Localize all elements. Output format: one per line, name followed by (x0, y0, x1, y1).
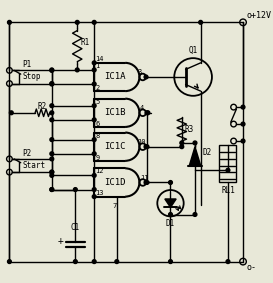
Circle shape (241, 122, 245, 126)
Circle shape (92, 61, 96, 65)
Polygon shape (189, 147, 201, 166)
Circle shape (92, 68, 96, 72)
Circle shape (50, 82, 54, 86)
Circle shape (169, 181, 172, 184)
Circle shape (193, 213, 197, 216)
Circle shape (145, 145, 149, 149)
Circle shape (144, 181, 148, 184)
Text: IC1D: IC1D (104, 178, 126, 187)
Circle shape (50, 157, 54, 161)
Circle shape (50, 68, 54, 72)
Text: 5: 5 (95, 99, 99, 105)
Circle shape (226, 168, 230, 172)
Text: +: + (57, 236, 63, 246)
Text: P2: P2 (23, 149, 32, 158)
Circle shape (75, 68, 79, 72)
Circle shape (144, 75, 148, 79)
Circle shape (92, 173, 96, 177)
Circle shape (50, 152, 54, 156)
Text: Start: Start (23, 161, 46, 170)
Circle shape (50, 111, 54, 115)
Text: 8: 8 (95, 133, 99, 139)
Circle shape (50, 173, 54, 177)
Circle shape (50, 170, 54, 174)
Text: 9: 9 (95, 155, 99, 161)
Text: 2: 2 (95, 85, 99, 91)
Circle shape (92, 195, 96, 198)
Text: 7: 7 (113, 203, 117, 209)
Text: R3: R3 (185, 125, 194, 134)
Circle shape (92, 260, 96, 263)
Circle shape (50, 188, 54, 191)
Text: IC1A: IC1A (104, 72, 126, 82)
Text: 14: 14 (95, 56, 104, 62)
Circle shape (226, 260, 230, 263)
Text: IC1B: IC1B (104, 108, 126, 117)
Circle shape (145, 111, 149, 115)
Text: 10: 10 (137, 139, 146, 145)
Text: o+12V: o+12V (247, 10, 272, 20)
Circle shape (92, 104, 96, 108)
Text: R2: R2 (38, 102, 47, 111)
Text: C1: C1 (71, 223, 80, 232)
Circle shape (92, 188, 96, 191)
Circle shape (92, 82, 96, 86)
Circle shape (8, 20, 11, 24)
Text: 11: 11 (140, 175, 149, 181)
Text: D1: D1 (166, 219, 175, 228)
Circle shape (50, 82, 54, 85)
Text: 12: 12 (95, 168, 104, 174)
Circle shape (144, 145, 148, 149)
Circle shape (241, 139, 245, 143)
Text: Stop: Stop (23, 72, 41, 82)
Circle shape (145, 181, 149, 184)
Circle shape (50, 104, 54, 108)
Circle shape (50, 138, 54, 142)
Circle shape (73, 260, 77, 263)
Circle shape (169, 213, 172, 216)
Polygon shape (165, 199, 176, 207)
Text: 13: 13 (95, 190, 104, 196)
Circle shape (50, 188, 54, 191)
Circle shape (241, 105, 245, 109)
Text: Q1: Q1 (188, 46, 198, 55)
Circle shape (75, 20, 79, 24)
Circle shape (50, 170, 54, 174)
Circle shape (73, 188, 77, 191)
Text: o-: o- (247, 263, 257, 273)
Circle shape (169, 260, 172, 263)
Circle shape (115, 260, 119, 263)
Text: RL1: RL1 (221, 186, 235, 195)
Circle shape (180, 141, 184, 145)
Circle shape (92, 138, 96, 142)
Text: R1: R1 (80, 38, 89, 47)
Text: 1: 1 (95, 63, 99, 69)
Text: P1: P1 (23, 61, 32, 69)
Circle shape (50, 118, 54, 122)
Circle shape (92, 152, 96, 156)
Text: IC1C: IC1C (104, 142, 126, 151)
Circle shape (180, 145, 184, 149)
Text: 4: 4 (140, 105, 144, 111)
Circle shape (50, 68, 54, 72)
Circle shape (8, 260, 11, 263)
Text: D2: D2 (203, 148, 212, 157)
Text: 6: 6 (95, 121, 99, 127)
Text: 3: 3 (138, 69, 142, 75)
Circle shape (10, 111, 13, 115)
Circle shape (193, 141, 197, 145)
Circle shape (92, 20, 96, 24)
Circle shape (199, 20, 203, 24)
Circle shape (146, 111, 150, 115)
Circle shape (92, 118, 96, 122)
